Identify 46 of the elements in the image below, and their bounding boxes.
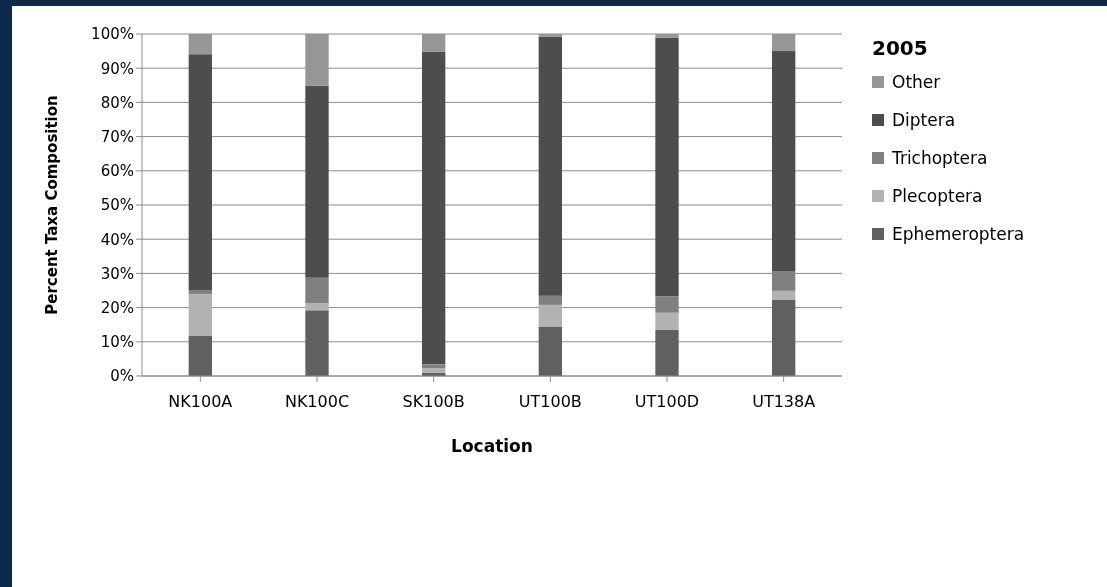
- y-tick-label: 100%: [91, 25, 134, 44]
- x-tick-label: UT100D: [634, 392, 700, 412]
- y-tick-label: 70%: [100, 127, 134, 146]
- bar: [538, 326, 562, 376]
- bar: [772, 51, 796, 272]
- bar: [538, 36, 562, 296]
- y-tick-label: 40%: [100, 230, 134, 249]
- bar: [305, 85, 329, 278]
- bar: [305, 303, 329, 311]
- legend-label: Ephemeroptera: [892, 224, 1025, 244]
- y-tick-label: 0%: [110, 367, 134, 386]
- bar: [538, 304, 562, 327]
- x-tick-label: NK100A: [168, 392, 233, 412]
- y-tick-label: 60%: [100, 162, 134, 181]
- y-tick-label: 10%: [100, 333, 134, 352]
- x-tick-label: SK100B: [402, 392, 465, 412]
- bar: [422, 364, 446, 369]
- bar: [655, 37, 679, 297]
- bar: [305, 277, 329, 304]
- x-tick-label: UT138A: [752, 392, 816, 412]
- x-tick-label: NK100C: [284, 392, 350, 412]
- bar: [188, 54, 212, 291]
- y-tick-label: 50%: [100, 196, 134, 215]
- legend-label: Diptera: [892, 110, 956, 130]
- legend-label: Plecoptera: [892, 186, 983, 206]
- bar: [188, 290, 212, 294]
- bar: [188, 335, 212, 376]
- bar: [772, 299, 796, 376]
- bar: [655, 329, 679, 376]
- y-tick-label: 30%: [100, 264, 134, 283]
- y-tick-label: 90%: [100, 59, 134, 78]
- x-axis-title: Location: [451, 436, 533, 456]
- y-tick-label: 20%: [100, 298, 134, 317]
- bar: [422, 51, 446, 365]
- x-tick-label: UT100B: [518, 392, 582, 412]
- bar: [772, 290, 796, 300]
- legend-label: Other: [892, 72, 941, 92]
- bar: [538, 295, 562, 305]
- legend-label: Trichoptera: [892, 148, 988, 168]
- bar: [305, 310, 329, 376]
- legend-title: 2005: [872, 36, 929, 60]
- bar: [655, 312, 679, 330]
- y-tick-label: 80%: [100, 93, 134, 112]
- bar: [422, 368, 446, 373]
- y-axis-title: Percent Taxa Composition: [43, 95, 62, 315]
- bar: [188, 293, 212, 336]
